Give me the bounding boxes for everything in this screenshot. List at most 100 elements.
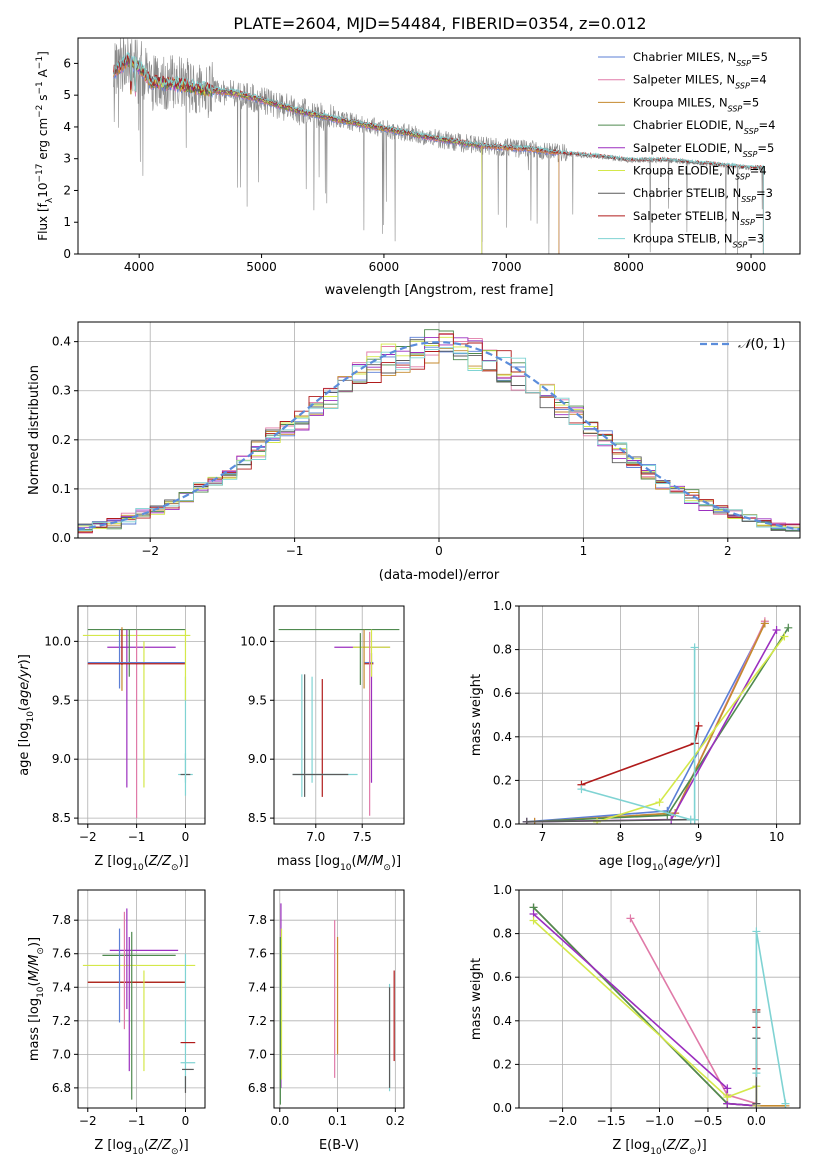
y-tick-label: 1 xyxy=(63,215,71,229)
weight-line-salpeter-elodie xyxy=(532,913,757,1107)
y-tick-label: 0.4 xyxy=(493,1014,512,1028)
label-part: mass [log xyxy=(277,854,340,869)
label-part: M/M xyxy=(27,955,42,982)
weight-line-kroupa-stelib xyxy=(755,931,787,1104)
label-part: erg cm xyxy=(36,118,50,164)
label-part: Z/Z xyxy=(148,854,172,869)
weight-marker xyxy=(690,815,699,824)
weight-line-salpeter-elodie xyxy=(526,629,778,823)
y-tick-label: 3 xyxy=(63,152,71,166)
weight-line-salpeter-stelib xyxy=(581,725,700,786)
y-tick-label: 7.2 xyxy=(248,1014,267,1028)
axes-frame xyxy=(273,605,405,825)
x-tick-label: 0.2 xyxy=(386,1114,405,1128)
legend-sub: SSP xyxy=(743,149,758,158)
y-tick-label: 7.0 xyxy=(248,1047,267,1061)
plot-area xyxy=(113,38,764,254)
weight-marker xyxy=(694,721,703,730)
legend-entry: Chabrier ELODIE, NSSP=4 xyxy=(633,118,775,136)
plot-area xyxy=(82,908,196,1100)
label-part: Flux [f xyxy=(36,202,50,240)
x-tick-label: 6000 xyxy=(369,260,400,274)
plot-area xyxy=(279,903,395,1105)
legend-sub: SSP xyxy=(735,172,750,181)
label-part: ( xyxy=(352,854,357,869)
legend-text: =5 xyxy=(742,95,759,109)
y-tick-label: 6.8 xyxy=(248,1081,267,1095)
y-tick-label: 10.0 xyxy=(44,634,71,648)
label-part: ( xyxy=(27,981,42,986)
y-axis-label: mass weight xyxy=(469,958,484,1040)
y-tick-label: 9.5 xyxy=(248,693,267,707)
legend-text: Chabrier STELIB, N xyxy=(633,186,741,200)
legend-text: =3 xyxy=(756,186,773,200)
x-tick-label: 7.0 xyxy=(306,830,325,844)
label-part: 10 xyxy=(652,863,664,873)
weight-marker xyxy=(723,1084,732,1093)
label-part: 10 xyxy=(36,986,46,998)
x-tick-label: −2 xyxy=(141,544,159,558)
legend-sub: SSP xyxy=(736,59,751,68)
y-tick-label: 0.4 xyxy=(493,730,512,744)
label-part: −17 xyxy=(35,164,45,183)
x-axis-label: Z [log10(Z/Z⊙)] xyxy=(94,854,188,873)
label-part: ] xyxy=(36,51,50,56)
label-part: −1 xyxy=(35,81,45,94)
weight-marker xyxy=(752,927,761,936)
label-part: Z [log xyxy=(94,854,132,869)
label-part: 10 xyxy=(340,863,352,873)
weight-marker xyxy=(690,643,699,652)
x-tick-label: −2.0 xyxy=(548,1114,577,1128)
x-tick-label: 4000 xyxy=(124,260,155,274)
mass-vs-ebv-panel: 0.0 0.1 0.2 6.8 7.0 7.2 7.4 7.6 7.8 E(B-V) xyxy=(248,889,405,1153)
y-tick-label: 0 xyxy=(63,247,71,261)
legend-text: Kroupa MILES, N xyxy=(633,95,728,109)
label-part: )] xyxy=(179,1138,189,1153)
y-axis-label: age [log10(age/yr)] xyxy=(17,654,36,776)
weight-marker xyxy=(593,817,602,824)
y-tick-label: 0.6 xyxy=(493,686,512,700)
axes-frame xyxy=(77,37,801,255)
x-tick-label: 7.5 xyxy=(353,830,372,844)
gaussian-curve xyxy=(78,341,800,531)
y-tick-label: 0.0 xyxy=(52,531,71,545)
legend-text: Chabrier MILES, N xyxy=(633,50,736,64)
y-tick-label: 7.4 xyxy=(248,980,267,994)
label-part: A xyxy=(36,68,50,81)
legend-text: =5 xyxy=(751,50,768,64)
label-part: ⊙ xyxy=(171,1147,179,1157)
label-part: 10 xyxy=(132,863,144,873)
label-part: −1 xyxy=(35,56,45,69)
plot-area xyxy=(522,617,793,824)
legend-entry: Kroupa STELIB, NSSP=3 xyxy=(633,232,764,250)
x-tick-label: 9000 xyxy=(736,260,767,274)
legend-entry: Chabrier MILES, NSSP=5 xyxy=(633,50,768,68)
label-part: age [log xyxy=(599,854,652,869)
y-tick-label: 9.0 xyxy=(248,752,267,766)
y-tick-label: 0.0 xyxy=(493,1101,512,1115)
y-tick-label: 0.4 xyxy=(52,335,71,349)
weight-line-chabrier-elodie xyxy=(532,906,757,1107)
legend-text: Kroupa ELODIE, N xyxy=(633,164,735,178)
label-part: )] xyxy=(697,1138,707,1153)
legend-sub: SSP xyxy=(741,195,756,204)
y-tick-label: 2 xyxy=(63,183,71,197)
weight-marker xyxy=(655,798,664,807)
legend-sub: SSP xyxy=(728,104,743,113)
legend-text: =5 xyxy=(757,141,774,155)
x-axis-label: mass [log10(M/M⊙)] xyxy=(277,854,401,873)
x-tick-label: 7000 xyxy=(491,260,522,274)
label-part: )] xyxy=(710,854,720,869)
x-tick-label: −1.0 xyxy=(645,1114,674,1128)
label-part: s xyxy=(36,95,50,105)
legend-sub: SSP xyxy=(733,240,748,249)
label-part: ⊙ xyxy=(689,1147,697,1157)
x-axis-label: age [log10(age/yr)] xyxy=(599,854,721,873)
weight-line-chabrier-stelib xyxy=(526,818,695,823)
legend-text: Salpeter STELIB, N xyxy=(633,209,740,223)
age-vs-metallicity-panel: −2 −1 08.59.09.510.0Z [log10(Z/Z⊙)]age [lo… xyxy=(17,605,206,873)
x-tick-label: 8000 xyxy=(613,260,644,274)
legend-entry: Chabrier STELIB, NSSP=3 xyxy=(633,186,773,204)
label-part: ( xyxy=(144,854,149,869)
